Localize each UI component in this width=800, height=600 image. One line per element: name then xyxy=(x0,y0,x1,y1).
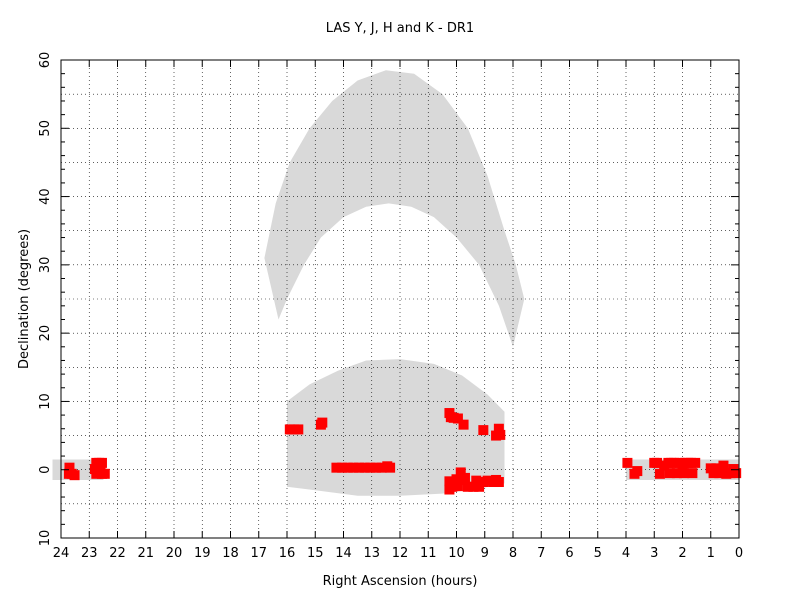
x-tick-label: 4 xyxy=(622,546,630,561)
x-tick-label: 22 xyxy=(109,546,126,561)
x-tick-label: 8 xyxy=(509,546,517,561)
dr1-coverage-point xyxy=(495,429,506,440)
dr1-coverage-point xyxy=(678,468,689,479)
x-tick-label: 24 xyxy=(53,546,70,561)
planned-coverage-layer xyxy=(52,70,739,496)
dr1-coverage-point xyxy=(455,467,466,478)
x-tick-label: 13 xyxy=(363,546,380,561)
dr1-coverage-point xyxy=(337,462,348,473)
x-tick-label: 19 xyxy=(194,546,211,561)
x-tick-label: 18 xyxy=(222,546,239,561)
dr1-coverage-point xyxy=(293,424,304,435)
dr1-coverage-point xyxy=(674,457,685,468)
chart-title: LAS Y, J, H and K - DR1 xyxy=(326,21,474,36)
x-tick-label: 9 xyxy=(481,546,489,561)
dr1-coverage-point xyxy=(718,460,729,471)
dr1-coverage-point xyxy=(652,457,663,468)
y-tick-label: 60 xyxy=(38,52,53,69)
x-tick-label: 17 xyxy=(250,546,267,561)
x-tick-label: 1 xyxy=(707,546,715,561)
dr1-coverage-point xyxy=(370,462,381,473)
dr1-coverage-point xyxy=(99,468,110,479)
dr1-coverage-point xyxy=(365,462,376,473)
dr1-coverage-point xyxy=(654,468,665,479)
y-tick-label: 10 xyxy=(38,530,53,547)
x-tick-label: 11 xyxy=(420,546,437,561)
dr1-coverage-point xyxy=(342,462,353,473)
dr1-coverage-point xyxy=(354,462,365,473)
dr1-coverage-point xyxy=(317,417,328,428)
y-axis-label: Declination (degrees) xyxy=(17,229,32,369)
dr1-coverage-point xyxy=(690,457,701,468)
dr1-coverage-point xyxy=(478,425,489,436)
x-tick-label: 3 xyxy=(650,546,658,561)
x-tick-label: 10 xyxy=(448,546,465,561)
x-tick-label: 6 xyxy=(565,546,573,561)
axis-ticks xyxy=(60,59,740,539)
dr1-coverage-point xyxy=(385,462,396,473)
dr1-coverage-point xyxy=(687,468,698,479)
x-tick-label: 14 xyxy=(335,546,352,561)
x-tick-label: 16 xyxy=(279,546,296,561)
x-tick-label: 12 xyxy=(392,546,409,561)
x-tick-label: 2 xyxy=(678,546,686,561)
dr1-coverage-point xyxy=(91,468,102,479)
dr1-coverage-point xyxy=(69,470,80,481)
dr1-coverage-point xyxy=(669,457,680,468)
dr1-coverage-point xyxy=(471,475,482,486)
dr1-coverage-point xyxy=(622,457,633,468)
dr1-coverage-point xyxy=(458,419,469,430)
x-tick-label: 15 xyxy=(307,546,324,561)
dr1-coverage-point xyxy=(731,468,742,479)
dr1-coverage-point xyxy=(664,468,675,479)
dr1-coverage-point xyxy=(491,474,502,485)
y-tick-labels: 10 0 10 20 30 40 50 60 xyxy=(38,52,53,547)
x-tick-label: 7 xyxy=(537,546,545,561)
dr1-coverage-point xyxy=(482,475,493,486)
dr1-coverage-point xyxy=(348,462,359,473)
dr1-coverage-point xyxy=(444,484,455,495)
y-tick-label: 40 xyxy=(38,188,53,205)
y-tick-label: 30 xyxy=(38,257,53,274)
dr1-coverage-point xyxy=(452,413,463,424)
y-tick-label: 0 xyxy=(38,466,53,474)
dr1-coverage-point xyxy=(444,476,455,487)
dr1-coverage-point xyxy=(96,457,107,468)
dr1-coverage-point xyxy=(468,481,479,492)
dr1-coverage-point xyxy=(376,462,387,473)
dr1-coverage-point xyxy=(359,462,370,473)
dr1-coverage-point xyxy=(459,472,470,483)
dr1-coverage-point xyxy=(331,462,342,473)
y-tick-label: 20 xyxy=(38,325,53,342)
x-tick-label: 20 xyxy=(166,546,183,561)
x-tick-label: 0 xyxy=(735,546,743,561)
x-tick-labels: 24 23 22 21 20 19 18 17 16 15 14 13 12 11 10 9 8 7 6 5 4 3 2 1 0 xyxy=(53,546,743,561)
dr1-coverage-point xyxy=(714,468,725,479)
planned-region-1 xyxy=(287,359,505,496)
dr1-coverage-point xyxy=(452,481,463,492)
x-tick-label: 21 xyxy=(137,546,154,561)
dr1-coverage-point xyxy=(462,481,473,492)
y-tick-label: 10 xyxy=(38,393,53,410)
dr1-coverage-point xyxy=(493,423,504,434)
x-tick-label: 5 xyxy=(594,546,602,561)
dr1-coverage-point xyxy=(451,474,462,485)
dr1-coverage-point xyxy=(671,468,682,479)
planned-region-0 xyxy=(264,70,525,347)
dr1-coverage-layer xyxy=(63,408,742,495)
x-tick-label: 23 xyxy=(81,546,98,561)
dr1-coverage-point xyxy=(64,462,75,473)
gridlines xyxy=(61,60,739,538)
x-axis-label: Right Ascension (hours) xyxy=(323,574,478,589)
dr1-coverage-point xyxy=(632,466,643,477)
y-tick-label: 50 xyxy=(38,120,53,137)
